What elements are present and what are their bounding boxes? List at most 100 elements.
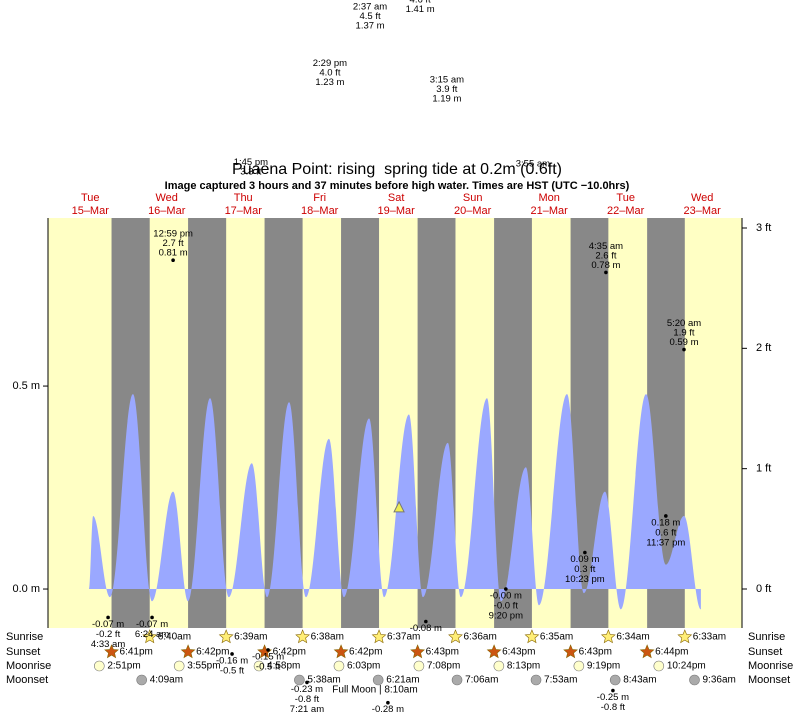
extreme-label: 9:20 pm [489, 611, 523, 622]
plot-area [48, 218, 742, 628]
almanac-time: 6:39am [234, 632, 267, 643]
extreme-label: 2:37 am [353, 1, 387, 12]
almanac-icon [530, 674, 542, 686]
extreme-label: 5:20 am [667, 318, 701, 329]
day-date: 15–Mar [72, 205, 110, 217]
almanac-label: Sunrise [6, 631, 43, 643]
extreme-label: 1.9 ft [673, 328, 694, 339]
almanac-icon [410, 644, 426, 659]
day-date: 16–Mar [148, 205, 186, 217]
almanac-time: 6:41pm [120, 647, 153, 658]
extreme-label: 2.7 ft [163, 238, 184, 249]
extreme-dot [230, 652, 234, 656]
day-date: 18–Mar [301, 205, 339, 217]
day-name: Tue [81, 192, 100, 204]
extreme-label: 2:29 pm [313, 58, 347, 69]
full-moon: Full Moon | 8:10am [332, 685, 417, 696]
extreme-label: -0.5 ft [256, 661, 281, 672]
extreme-dot [611, 688, 615, 693]
extreme-label: -0.23 m [291, 684, 323, 695]
almanac-time: 6:21am [386, 675, 419, 686]
almanac-icon [173, 660, 185, 672]
almanac-icon [180, 644, 196, 659]
almanac-time: 7:08pm [427, 661, 460, 672]
almanac-icon [486, 644, 502, 659]
extreme-label: 3.3 ft [240, 167, 261, 178]
almanac-time: 6:40am [158, 632, 191, 643]
almanac-label: Sunrise [748, 631, 785, 643]
extreme-label: -0.07 m [136, 619, 168, 630]
almanac-label: Moonset [6, 674, 48, 686]
almanac-time: 6:35am [540, 632, 573, 643]
almanac-icon [689, 674, 700, 686]
almanac-time: 6:43pm [579, 647, 612, 658]
almanac-icon [94, 660, 105, 672]
almanac-icon [295, 629, 310, 644]
almanac-time: 6:43pm [426, 647, 459, 658]
extreme-dot [424, 619, 428, 624]
extreme-dot [305, 680, 309, 685]
day-date: 19–Mar [378, 205, 416, 217]
extreme-label: 3:15 am [430, 74, 464, 85]
almanac-icon [609, 674, 621, 686]
extreme-label: 4.5 ft [359, 11, 380, 22]
extreme-label: -0.5 ft [220, 665, 245, 676]
almanac-icon [451, 674, 463, 686]
almanac-label: Sunset [748, 646, 782, 658]
day-date: 23–Mar [684, 205, 722, 217]
extreme-label: 10:23 pm [565, 574, 605, 585]
almanac-icon [333, 660, 345, 672]
extreme-label: 0.6 ft [655, 527, 676, 538]
extreme-label: 6:24 am [135, 629, 169, 640]
day-name: Thu [234, 192, 253, 204]
extreme-label: -0.0 ft [494, 601, 519, 612]
extreme-dot [682, 347, 686, 352]
almanac-time: 9:36am [703, 675, 736, 686]
almanac-time: 7:06am [465, 675, 498, 686]
almanac-icon [136, 674, 148, 686]
almanac-icon [333, 644, 349, 659]
day-date: 20–Mar [454, 205, 492, 217]
extreme-label: 1.41 m [406, 4, 435, 15]
almanac-icon [639, 644, 655, 659]
extreme-label: 3:55 am [516, 158, 550, 169]
almanac-icon [371, 629, 387, 644]
day-name: Wed [691, 192, 713, 204]
almanac-time: 6:34am [616, 632, 649, 643]
almanac-icon [573, 660, 585, 672]
almanac-time: 6:42pm [196, 647, 229, 658]
almanac-time: 4:09am [150, 675, 183, 686]
day-name: Wed [156, 192, 178, 204]
y2-tick-label: 2 ft [756, 342, 771, 354]
almanac-label: Sunset [6, 646, 40, 658]
almanac-time: 6:44pm [655, 647, 688, 658]
day-name: Mon [538, 192, 559, 204]
extreme-label: 12:59 pm [153, 229, 193, 240]
almanac-icon [253, 660, 265, 672]
chart-subtitle: Image captured 3 hours and 37 minutes be… [165, 180, 630, 192]
extreme-label: -0.15 m [252, 651, 284, 662]
extreme-label: 11:37 pm [646, 537, 685, 548]
extreme-dot [266, 648, 270, 652]
extreme-label: 1:45 pm [234, 157, 268, 168]
almanac-time: 3:55pm [187, 661, 220, 672]
extreme-label: -0.2 ft [96, 629, 121, 640]
almanac-icon [294, 674, 305, 686]
extreme-label: 4.6 ft [410, 0, 431, 6]
almanac-time: 6:42pm [273, 647, 306, 658]
extreme-dot [604, 270, 608, 275]
almanac-time: 9:19pm [587, 661, 620, 672]
almanac-time: 5:38am [307, 675, 340, 686]
extreme-label: 0.3 ft [574, 564, 595, 575]
y-tick-label: 0.0 m [12, 583, 40, 595]
extreme-dot [583, 550, 587, 555]
extreme-dot [150, 615, 154, 620]
day-date: 21–Mar [531, 205, 569, 217]
almanac-time: 6:42pm [349, 647, 382, 658]
almanac-icon [653, 660, 665, 672]
extreme-label: -0.25 m [597, 692, 629, 703]
almanac-icon [600, 629, 616, 644]
extreme-label: 7:21 am [290, 704, 324, 714]
tide-area [88, 394, 701, 610]
